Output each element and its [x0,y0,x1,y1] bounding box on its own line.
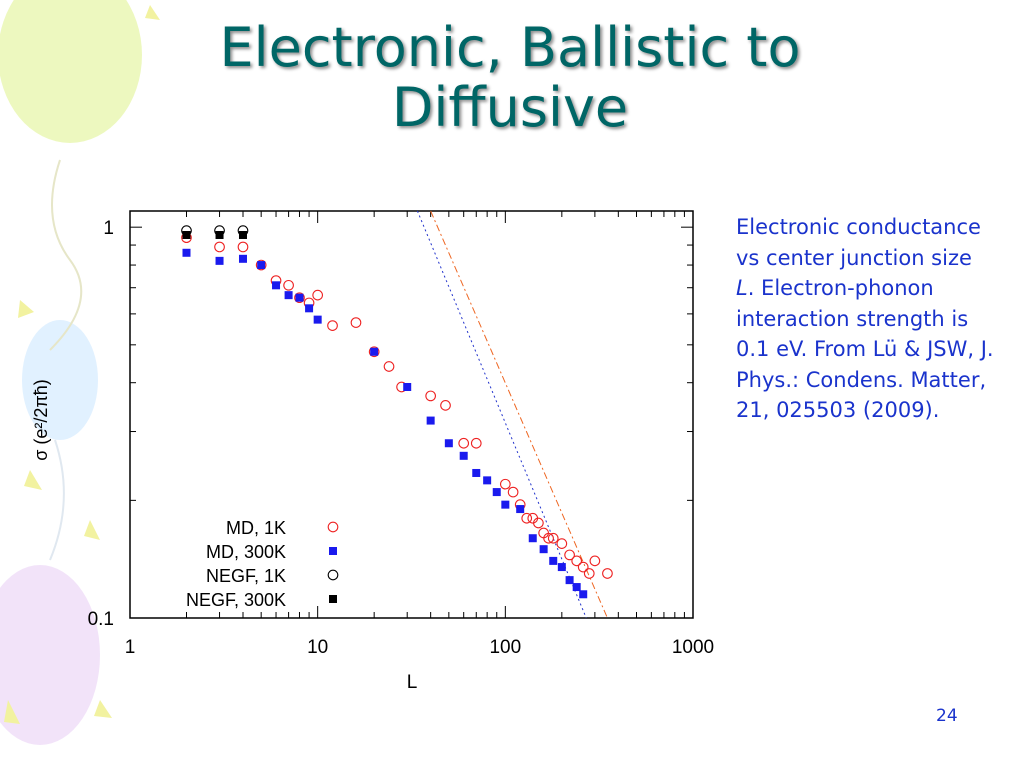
data-point [483,476,492,485]
data-point [458,437,470,449]
data-point [440,400,451,411]
data-point [602,568,613,579]
data-point [238,230,247,239]
data-point [543,532,554,544]
data-point [492,488,501,497]
data-point [215,230,224,239]
data-point [579,590,588,599]
data-point [215,256,224,265]
data-point [214,241,225,253]
data-point [571,555,583,567]
data-point [521,512,533,524]
data-point [425,390,437,402]
plot-frame [129,210,694,619]
reference-line [430,210,608,619]
caption-part: . Electron-phonon interaction strength i… [736,276,994,422]
data-point [255,259,267,271]
data-point [272,281,281,290]
x-tick-label: 100 [489,637,521,658]
data-point [257,261,266,270]
data-point [370,347,379,356]
data-point [383,361,395,372]
data-point [350,317,362,328]
x-tick-label: 1000 [672,637,714,658]
data-point [283,279,294,291]
data-point [459,451,468,460]
data-point [295,293,304,302]
data-point [501,500,510,509]
reference-line [416,210,587,619]
data-point [312,289,324,301]
data-point [539,545,548,554]
x-axis-label: L [407,672,418,693]
legend-marker [327,569,339,581]
data-point [589,555,601,567]
data-point [444,439,453,448]
data-point [516,505,525,514]
data-point [305,304,314,313]
data-point [182,230,191,239]
data-point [238,254,247,263]
data-point [284,291,293,300]
data-point [556,538,568,549]
x-tick-label: 10 [307,637,328,658]
data-point [426,416,435,425]
data-point [182,248,191,257]
slide-title: Electronic, Ballistic to Diffusive [219,16,801,139]
data-point [313,315,322,324]
data-point [403,382,412,391]
data-point [547,532,559,544]
data-point [533,517,544,529]
page-number: 24 [936,706,958,726]
legend-label: MD, 1K [226,518,286,538]
y-tick-label: 0.1 [88,609,114,630]
legend-marker [329,595,337,603]
data-point [583,568,595,579]
data-point [237,241,249,253]
data-point [470,437,482,449]
caption-part: Electronic conductance vs center junctio… [736,215,981,270]
data-point [577,561,589,573]
data-point [368,346,380,358]
legend-label: NEGF, 300K [186,590,286,610]
legend-marker [329,547,337,555]
data-point [294,292,305,304]
y-tick-label: 1 [103,218,114,239]
balloon-decoration [0,0,160,745]
data-point [528,534,537,543]
caption-part: L [736,276,748,300]
data-point [499,478,511,490]
caption-text: Electronic conductance vs center junctio… [736,212,996,426]
x-tick-label: 1 [125,637,136,658]
data-point [564,549,575,561]
data-point [565,576,574,585]
data-point [507,486,519,498]
data-point [549,556,558,565]
data-point [557,563,566,572]
y-axis-label: σ (e²/2πħ) [31,379,51,461]
legend-label: MD, 300K [206,542,286,562]
legend-marker [327,521,339,533]
data-point [572,583,581,592]
legend-label: NEGF, 1K [206,566,286,586]
data-point [327,320,338,331]
data-point [472,468,481,477]
